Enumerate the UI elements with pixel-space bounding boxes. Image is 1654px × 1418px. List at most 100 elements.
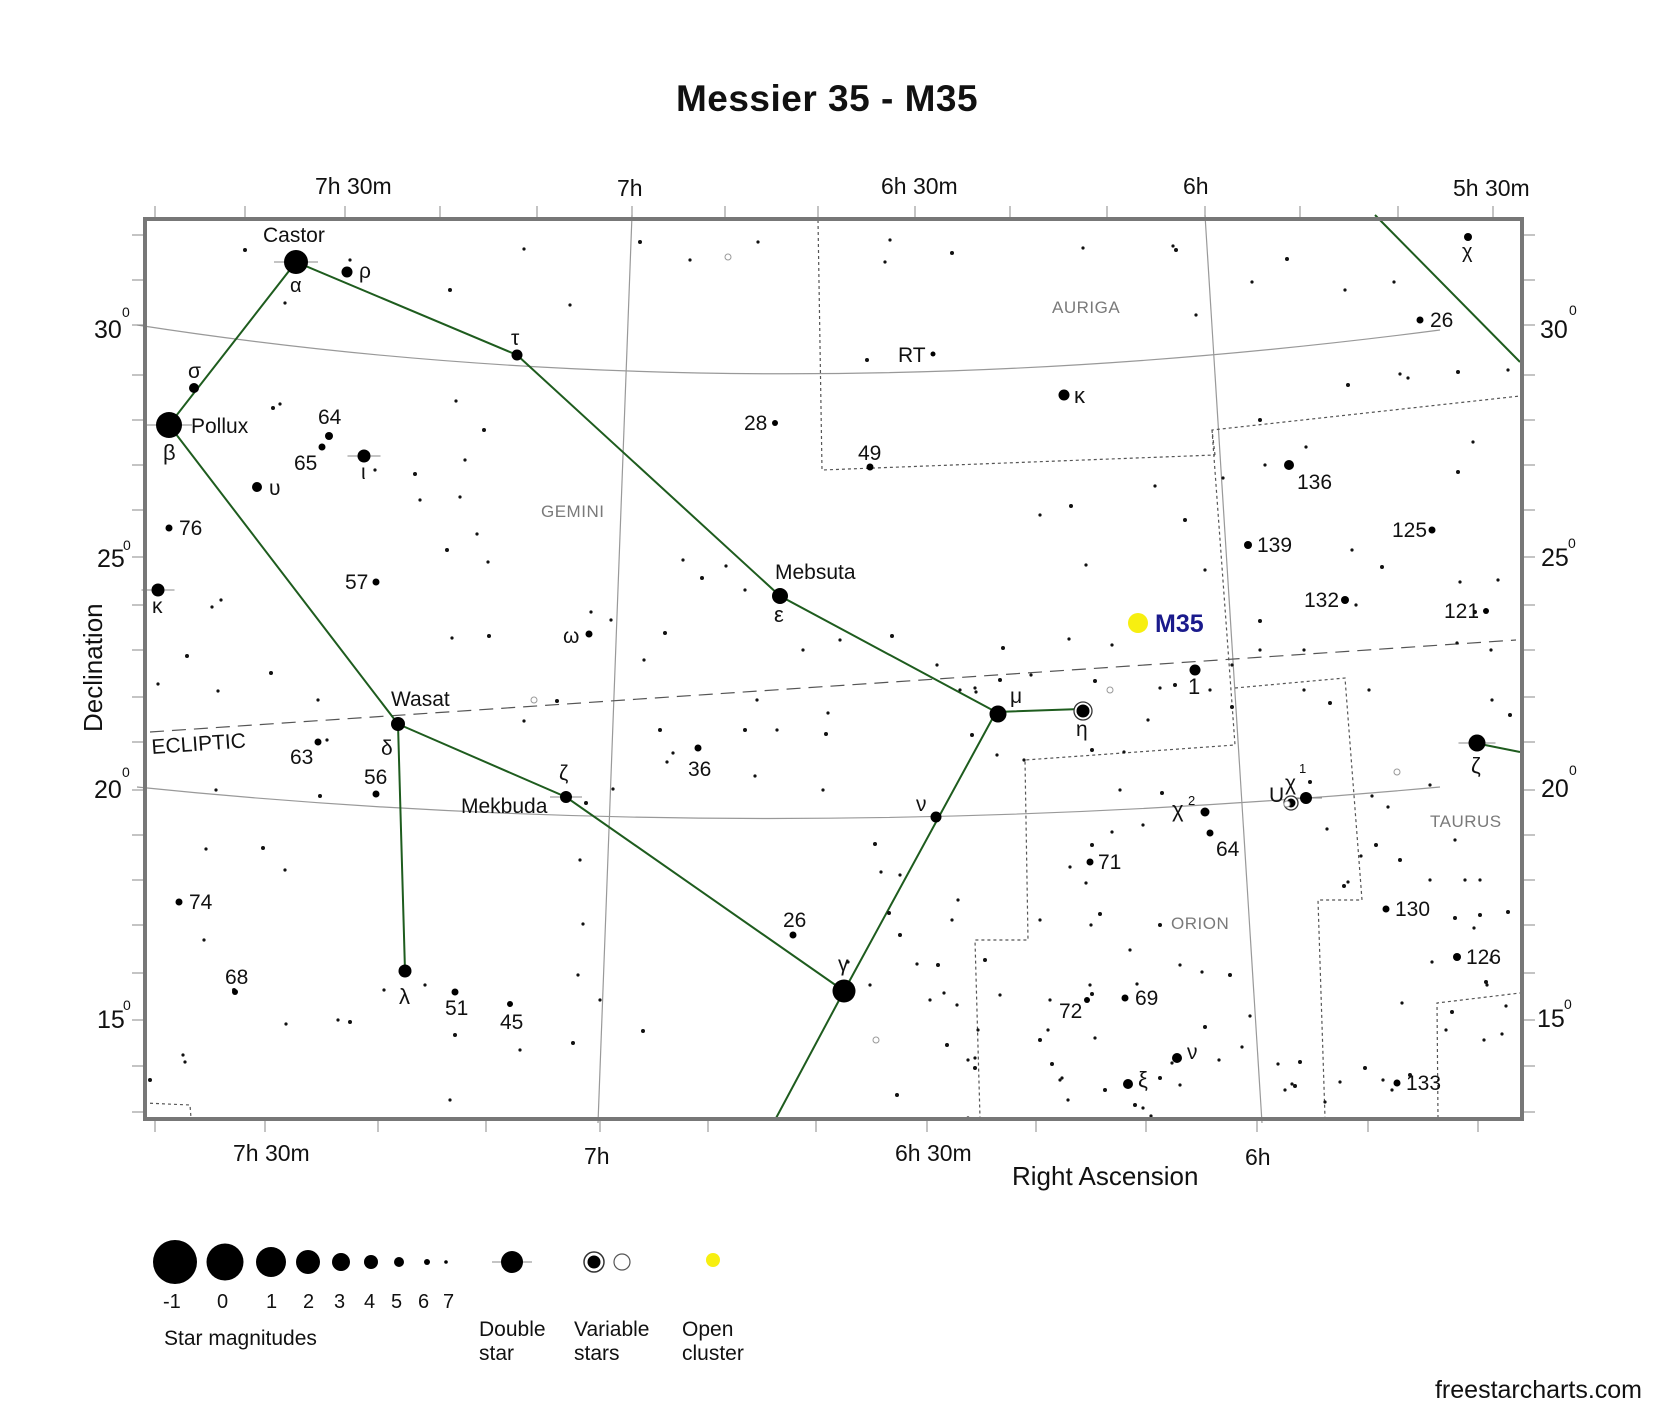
field-star xyxy=(1060,1076,1064,1080)
ra-top-0: 7h 30m xyxy=(315,173,392,199)
field-star xyxy=(1489,648,1493,652)
field-star xyxy=(998,678,1002,682)
star-label: 64 xyxy=(1216,838,1240,861)
field-star xyxy=(1338,1080,1342,1084)
star-dot xyxy=(372,790,380,798)
legend-variable-line1: Variable xyxy=(574,1318,650,1341)
field-star xyxy=(1471,440,1475,444)
field-star xyxy=(1090,748,1094,752)
star-dot xyxy=(866,463,874,471)
field-star xyxy=(1103,1088,1107,1092)
star: υ xyxy=(252,477,280,500)
star-label: χ xyxy=(1172,797,1184,822)
field-star xyxy=(1390,1088,1394,1092)
field-star xyxy=(325,738,329,742)
star-label: 76 xyxy=(179,517,202,540)
field-star xyxy=(1263,463,1267,467)
star: U xyxy=(1269,784,1299,811)
field-star xyxy=(1217,1058,1221,1062)
star-label: 72 xyxy=(1059,1000,1082,1023)
ecliptic-line xyxy=(149,639,1517,733)
star-label: 51 xyxy=(445,997,468,1020)
field-star xyxy=(821,788,825,792)
star-dot xyxy=(398,964,412,978)
star: 139 xyxy=(1244,534,1292,557)
star-label: η xyxy=(1076,718,1088,741)
field-star xyxy=(445,548,449,552)
field-star xyxy=(998,993,1002,997)
field-star xyxy=(1484,980,1488,984)
field-star xyxy=(1141,823,1145,827)
svg-text:20: 20 xyxy=(94,776,122,804)
legend-mag-4: 3 xyxy=(334,1291,345,1313)
field-star xyxy=(743,588,747,592)
svg-text:30: 30 xyxy=(1540,316,1568,344)
star-dot xyxy=(1341,596,1349,604)
field-star xyxy=(974,690,978,694)
star-dot xyxy=(357,449,371,463)
svg-text:0: 0 xyxy=(123,997,131,1013)
star-dot xyxy=(1206,829,1214,837)
star-dot xyxy=(694,744,702,752)
svg-text:0: 0 xyxy=(1564,996,1572,1012)
star-label: 2 xyxy=(1188,793,1195,808)
field-star xyxy=(956,898,960,902)
field-star xyxy=(955,1003,959,1007)
star-dot xyxy=(165,524,173,532)
svg-text:0: 0 xyxy=(1569,762,1577,778)
legend-mag-1: 0 xyxy=(217,1291,228,1313)
field-star xyxy=(1276,1062,1280,1066)
legend-mag-6: 5 xyxy=(391,1291,402,1313)
star-label: λ xyxy=(399,984,410,1009)
field-star xyxy=(598,998,602,1002)
field-star xyxy=(1472,926,1476,930)
field-star xyxy=(1110,643,1114,647)
star-dot xyxy=(789,931,797,939)
field-star xyxy=(753,774,757,778)
field-star xyxy=(1133,1103,1137,1107)
star-label: 26 xyxy=(783,909,806,932)
svg-text:0: 0 xyxy=(123,537,131,553)
star: 51 xyxy=(445,988,468,1020)
field-star xyxy=(973,686,977,690)
dec-label-20: 200 200 xyxy=(94,762,1577,804)
field-star xyxy=(1089,923,1093,927)
dec-line-20 xyxy=(136,786,1441,820)
field-star xyxy=(1050,1062,1054,1066)
field-star xyxy=(243,248,247,252)
field-star xyxy=(463,458,467,462)
legend-mag-8: 7 xyxy=(443,1291,454,1313)
star-label: ω xyxy=(563,625,579,648)
x-axis-label: Right Ascension xyxy=(1012,1161,1198,1191)
star: 2 xyxy=(1188,793,1195,808)
star: 76 xyxy=(165,517,202,540)
field-star xyxy=(1230,663,1234,667)
star: 1 xyxy=(1299,761,1306,776)
constellation-gemini: GEMINI xyxy=(541,502,604,521)
star: λ xyxy=(398,964,412,1009)
ra-bottom-0: 7h 30m xyxy=(233,1140,310,1166)
star-dot xyxy=(151,583,165,597)
field-star xyxy=(890,634,894,638)
field-star xyxy=(688,258,692,262)
star-dot xyxy=(772,588,788,604)
star-label: RT xyxy=(898,344,926,367)
field-star xyxy=(826,711,830,715)
star-dot xyxy=(1189,664,1201,676)
field-star xyxy=(895,1093,899,1097)
star: 72 xyxy=(1059,997,1090,1023)
star: RT xyxy=(898,344,936,367)
field-star xyxy=(1258,619,1262,623)
field-star xyxy=(1248,1014,1252,1018)
field-star xyxy=(671,751,675,755)
star-dot xyxy=(325,432,333,440)
star: 69 xyxy=(1121,987,1158,1010)
field-star xyxy=(611,787,615,791)
field-star xyxy=(1482,1038,1486,1042)
star-label: Pollux xyxy=(191,415,249,438)
star: 136 xyxy=(1284,460,1332,494)
field-star xyxy=(1038,513,1042,517)
legend-magnitude-dot xyxy=(256,1247,286,1277)
field-star xyxy=(775,728,779,732)
